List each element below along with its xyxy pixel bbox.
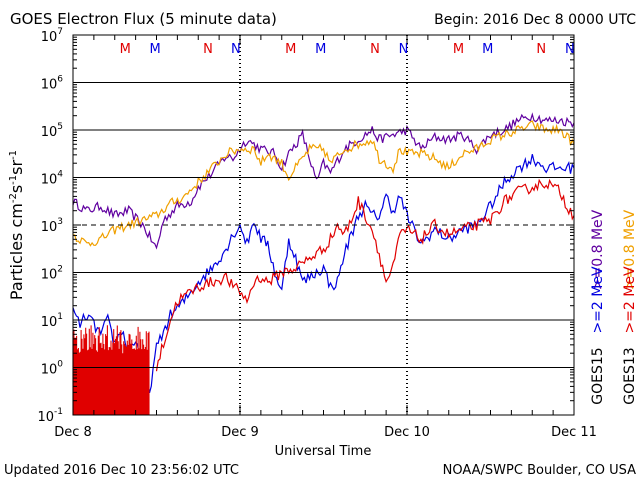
x-tick-label: Dec 10 — [384, 425, 430, 440]
noaa-credit: NOAA/SWPC Boulder, CO USA — [443, 463, 636, 478]
legend-goes15-2mev: >=2 MeV — [590, 266, 606, 334]
legend-goes13-0p8mev: >=0.8 MeV — [622, 209, 638, 290]
y-tick-label: 107 — [41, 27, 63, 45]
noon-midnight-marker: N — [203, 42, 213, 57]
noon-midnight-marker: N — [565, 42, 575, 57]
series-goes13-2mev-low-spikes — [72, 325, 150, 415]
x-tick-label: Dec 11 — [551, 425, 597, 440]
series-goes15-2-mev — [72, 154, 575, 394]
legend-goes15: GOES15 — [590, 347, 606, 404]
x-axis-label: Universal Time — [275, 444, 372, 459]
y-tick-label: 102 — [41, 265, 63, 283]
x-axis: Dec 8 Dec 9 Dec 10 Dec 11 — [54, 35, 597, 440]
updated-timestamp: Updated 2016 Dec 10 23:56:02 UTC — [4, 463, 239, 478]
y-tick-label: 104 — [41, 170, 64, 188]
y-tick-label: 105 — [41, 122, 63, 140]
begin-label: Begin: 2016 Dec 8 0000 UTC — [434, 12, 636, 28]
noon-midnight-marker: N — [231, 42, 241, 57]
noon-midnight-marker: N — [536, 42, 546, 57]
noon-midnight-marker: N — [399, 42, 409, 57]
series-goes13-2-mev — [155, 178, 575, 372]
series-layer — [72, 112, 575, 415]
noon-midnight-marker: M — [285, 42, 296, 57]
y-tick-label: 103 — [41, 217, 63, 235]
grid-layer — [73, 35, 574, 415]
y-tick-label: 106 — [41, 75, 64, 93]
legend-goes15-0p8mev: >=0.8 MeV — [590, 209, 606, 290]
noon-midnight-marker: M — [120, 42, 131, 57]
series-goes13-0-8-mev — [72, 120, 575, 247]
noon-midnight-marker: N — [370, 42, 380, 57]
x-tick-label: Dec 9 — [221, 425, 259, 440]
y-tick-label: 101 — [41, 312, 63, 330]
legend: >=0.8 MeV >=0.8 MeV >=2 MeV >=2 MeV GOES… — [590, 209, 638, 404]
chart-title: GOES Electron Flux (5 minute data) — [10, 10, 277, 28]
legend-goes13: GOES13 — [622, 347, 638, 404]
y-axis: 107 106 105 104 103 102 101 100 10-1 — [37, 27, 574, 425]
noon-midnight-marker: M — [315, 42, 326, 57]
series-goes15-0-8-mev — [72, 112, 575, 250]
noon-midnight-marker: M — [149, 42, 160, 57]
noon-midnight-marker: M — [482, 42, 493, 57]
legend-goes13-2mev: >=2 MeV — [622, 266, 638, 334]
x-tick-label: Dec 8 — [54, 425, 92, 440]
y-tick-label: 100 — [41, 360, 64, 378]
y-axis-label: Particles cm-2s-1sr-1 — [7, 150, 26, 300]
noon-midnight-marker: M — [453, 42, 464, 57]
y-tick-label: 10-1 — [37, 407, 63, 425]
